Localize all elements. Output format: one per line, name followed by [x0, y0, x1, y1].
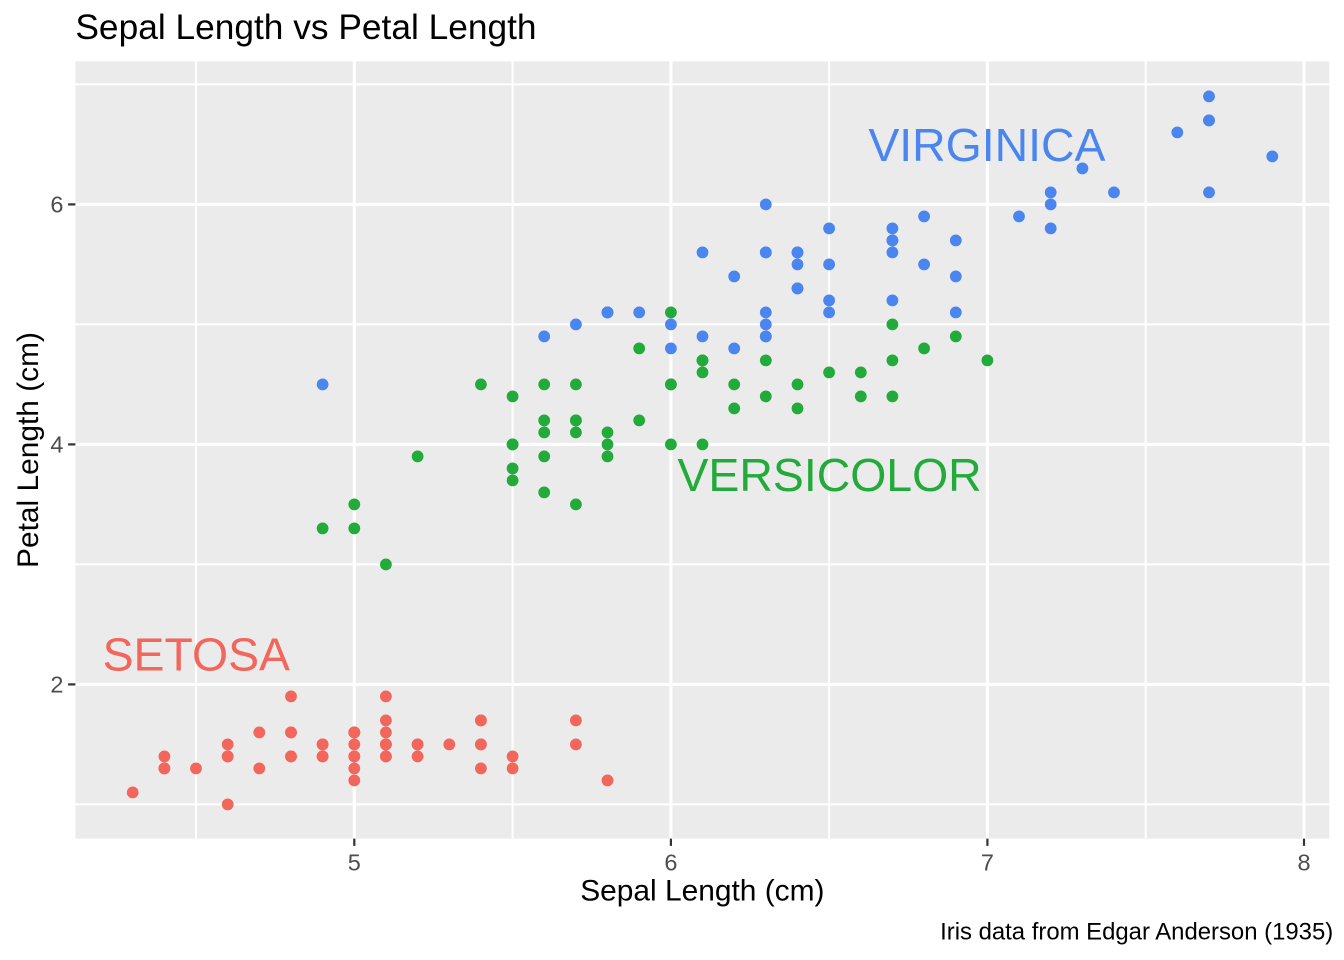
svg-text:5: 5	[348, 849, 361, 875]
svg-text:7: 7	[981, 849, 994, 875]
svg-text:6: 6	[664, 849, 677, 875]
svg-text:Sepal Length vs Petal Length: Sepal Length vs Petal Length	[75, 8, 536, 47]
svg-text:2: 2	[50, 672, 63, 698]
svg-text:Petal Length (cm): Petal Length (cm)	[12, 332, 45, 568]
svg-text:VIRGINICA: VIRGINICA	[868, 119, 1105, 171]
svg-text:6: 6	[50, 192, 63, 218]
svg-text:SETOSA: SETOSA	[103, 628, 290, 680]
svg-text:4: 4	[50, 432, 63, 458]
svg-text:Iris data from Edgar Anderson: Iris data from Edgar Anderson (1935)	[940, 919, 1333, 946]
svg-text:8: 8	[1297, 849, 1310, 875]
svg-text:VERSICOLOR: VERSICOLOR	[677, 449, 981, 501]
svg-text:Sepal Length (cm): Sepal Length (cm)	[580, 875, 824, 908]
